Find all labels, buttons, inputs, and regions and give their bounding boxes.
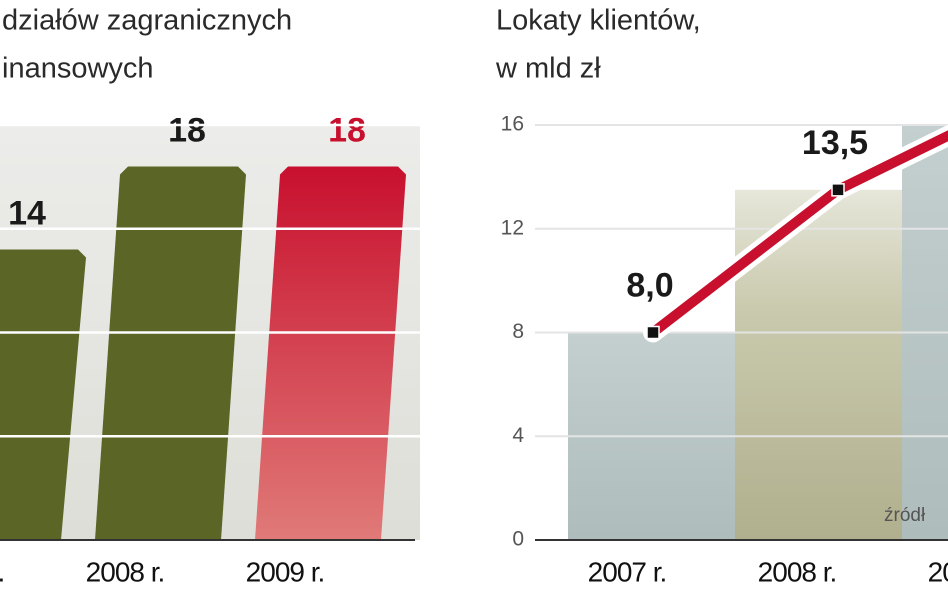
annotation: źródł	[884, 505, 926, 526]
point-marker	[646, 325, 660, 340]
point-marker	[831, 183, 845, 197]
chart-title: działów zagranicznych	[2, 5, 292, 37]
value-label: 13,5	[802, 124, 868, 162]
x-tick-label: 2007 r.	[588, 556, 667, 587]
value-label: 18	[168, 111, 206, 149]
chart-title: w mld zł	[495, 53, 601, 85]
y-tick-label: 16	[501, 113, 524, 136]
y-tick-label: 12	[501, 216, 524, 239]
y-tick-label: 8	[512, 320, 524, 343]
bar	[0, 249, 86, 540]
value-label: 18	[328, 111, 366, 149]
bar	[95, 166, 246, 540]
x-tick-label: 2008 r.	[86, 556, 165, 587]
x-tick-label: 2007 r.	[0, 556, 4, 587]
y-tick-label: 4	[512, 424, 524, 447]
value-label: 14	[8, 194, 46, 232]
value-label: 8,0	[626, 266, 673, 304]
x-tick-label: 2009 r.	[928, 556, 948, 587]
bar	[255, 166, 406, 540]
chart-title: inansowych	[2, 53, 154, 85]
x-tick-label: 2008 r.	[758, 556, 837, 587]
y-tick-label: 0	[512, 528, 524, 551]
chart-title: Lokaty klientów,	[496, 5, 701, 37]
x-tick-label: 2009 r.	[246, 556, 325, 587]
